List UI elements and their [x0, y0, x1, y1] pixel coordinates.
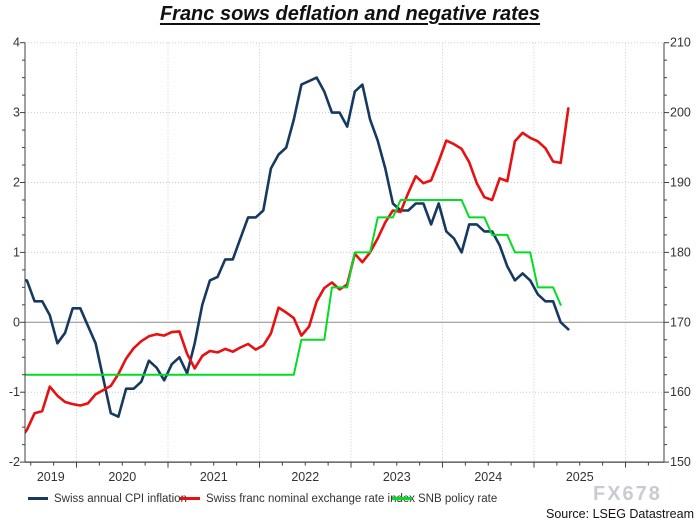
svg-text:1: 1 [13, 245, 20, 259]
svg-text:3: 3 [13, 106, 20, 120]
source-note: Source: LSEG Datastream [546, 507, 694, 521]
svg-text:170: 170 [670, 315, 691, 329]
svg-text:2: 2 [13, 176, 20, 190]
gridlines [25, 42, 664, 463]
svg-text:2025: 2025 [566, 470, 594, 484]
axes [20, 42, 669, 468]
svg-text:200: 200 [670, 106, 691, 120]
svg-text:190: 190 [670, 176, 691, 190]
svg-text:2020: 2020 [108, 470, 136, 484]
cpi-line-swatch [28, 496, 48, 500]
policy-line-swatch [392, 496, 412, 500]
legend-item-cpi: Swiss annual CPI inflation [28, 493, 187, 507]
svg-text:4: 4 [13, 36, 20, 50]
fx678-watermark: FX678 [593, 483, 662, 505]
svg-text:2019: 2019 [37, 470, 65, 484]
fx-line-swatch [180, 496, 200, 500]
legend-item-policy: SNB policy rate [392, 493, 497, 507]
svg-text:160: 160 [670, 385, 691, 399]
data-series [25, 76, 570, 435]
svg-text:150: 150 [670, 455, 691, 469]
legend-label-cpi: Swiss annual CPI inflation [54, 493, 187, 505]
svg-text:-2: -2 [9, 455, 20, 469]
svg-text:2023: 2023 [383, 470, 411, 484]
chart-title: Franc sows deflation and negative rates [159, 3, 541, 25]
legend-label-policy: SNB policy rate [418, 493, 498, 505]
legend-item-fx: Swiss franc nominal exchange rate index [180, 493, 415, 507]
svg-text:2024: 2024 [474, 470, 502, 484]
legend-label-fx: Swiss franc nominal exchange rate index [206, 493, 416, 505]
svg-text:2021: 2021 [200, 470, 228, 484]
svg-text:210: 210 [670, 36, 691, 50]
svg-text:0: 0 [13, 315, 20, 329]
svg-text:180: 180 [670, 245, 691, 259]
svg-text:-1: -1 [9, 385, 20, 399]
svg-text:2022: 2022 [291, 470, 319, 484]
